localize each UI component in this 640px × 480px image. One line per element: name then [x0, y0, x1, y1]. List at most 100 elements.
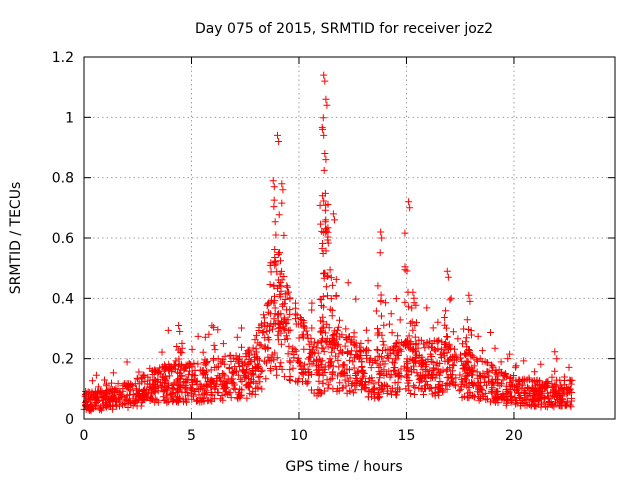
data-point [334, 372, 342, 380]
data-point [269, 325, 276, 333]
data-point [228, 379, 236, 387]
data-point [434, 318, 442, 326]
data-point [351, 372, 359, 379]
data-point [314, 386, 322, 393]
data-point [254, 373, 262, 381]
data-point [520, 389, 528, 397]
data-point [200, 390, 208, 398]
data-point [176, 328, 184, 335]
data-point [387, 387, 395, 395]
data-point [221, 385, 229, 393]
data-points [80, 71, 576, 415]
data-point [332, 275, 340, 283]
data-point [134, 396, 142, 404]
data-point [417, 371, 425, 379]
data-point [252, 379, 260, 387]
data-point [525, 401, 533, 409]
data-point [516, 392, 524, 399]
data-point [335, 363, 343, 371]
data-point [381, 360, 389, 368]
data-point [554, 390, 562, 398]
data-point [242, 372, 250, 380]
data-point [403, 267, 411, 275]
data-point [113, 402, 121, 410]
data-point [401, 341, 409, 349]
data-point [205, 330, 213, 338]
data-point [322, 283, 330, 291]
data-point [344, 279, 352, 287]
data-point [284, 350, 292, 358]
data-point [439, 366, 447, 374]
data-point [338, 331, 346, 339]
data-point [558, 385, 566, 393]
data-point [395, 370, 403, 377]
data-point [411, 383, 419, 391]
data-point [443, 333, 451, 340]
x-tick-label: 20 [505, 428, 523, 444]
data-point [492, 394, 500, 402]
data-point [253, 331, 260, 339]
data-point [387, 310, 395, 318]
data-point [211, 385, 219, 393]
data-point [494, 372, 502, 380]
data-point [319, 250, 327, 257]
data-point [316, 201, 324, 209]
data-point [326, 305, 334, 313]
data-point [485, 377, 492, 385]
data-point [537, 395, 545, 403]
data-point [513, 397, 521, 404]
data-point [126, 397, 133, 405]
data-point [420, 340, 428, 348]
data-point [342, 334, 350, 341]
data-point [458, 357, 466, 365]
data-point [434, 338, 442, 346]
data-point [373, 346, 381, 353]
data-point [108, 379, 115, 387]
data-point [413, 369, 421, 377]
data-point [369, 359, 377, 366]
data-point [551, 348, 559, 356]
data-point [480, 393, 488, 400]
data-point [264, 353, 272, 361]
data-point [141, 377, 149, 385]
data-point [103, 387, 111, 395]
data-point [225, 365, 233, 372]
data-point [196, 398, 204, 406]
data-point [271, 363, 279, 370]
data-point [181, 382, 189, 390]
data-point [374, 393, 382, 401]
data-point [373, 359, 381, 367]
data-point [175, 322, 183, 329]
data-point [182, 363, 190, 371]
data-point [269, 177, 277, 185]
data-point [469, 382, 477, 389]
axis-ticks [83, 56, 615, 420]
data-point [226, 352, 234, 360]
data-point [418, 385, 426, 393]
data-point [86, 388, 94, 396]
data-point [176, 394, 184, 402]
data-point [292, 299, 299, 307]
data-point [436, 378, 444, 385]
data-point [525, 376, 533, 384]
data-point [422, 378, 430, 385]
data-point [328, 348, 336, 356]
data-point [341, 361, 349, 369]
data-point [405, 382, 413, 390]
data-point [404, 303, 412, 311]
data-point [249, 367, 257, 374]
data-point [401, 229, 409, 237]
data-point [151, 368, 159, 376]
data-point [520, 357, 528, 365]
y-tick-label: 0.2 [52, 352, 74, 368]
data-point [327, 274, 335, 282]
data-point [158, 348, 166, 356]
data-point [281, 373, 289, 381]
data-point [260, 357, 268, 365]
data-point [317, 296, 325, 304]
data-point [368, 377, 376, 385]
data-point [358, 358, 366, 366]
data-point [317, 220, 325, 228]
data-point [408, 304, 416, 312]
data-point [386, 320, 393, 328]
